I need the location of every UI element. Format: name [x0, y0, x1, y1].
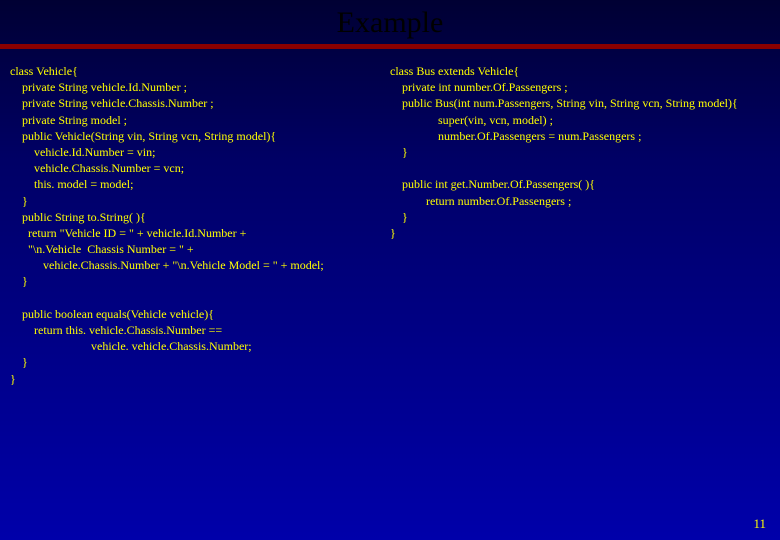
slide-title: Example: [0, 6, 780, 40]
left-code-block: class Vehicle{ private String vehicle.Id…: [10, 63, 390, 540]
divider-rule-bottom: [0, 46, 780, 49]
content-area: class Vehicle{ private String vehicle.Id…: [0, 49, 780, 540]
right-code-block: class Bus extends Vehicle{ private int n…: [390, 63, 770, 540]
title-zone: Example: [0, 0, 780, 44]
page-number: 11: [753, 516, 766, 532]
slide-container: Example class Vehicle{ private String ve…: [0, 0, 780, 540]
